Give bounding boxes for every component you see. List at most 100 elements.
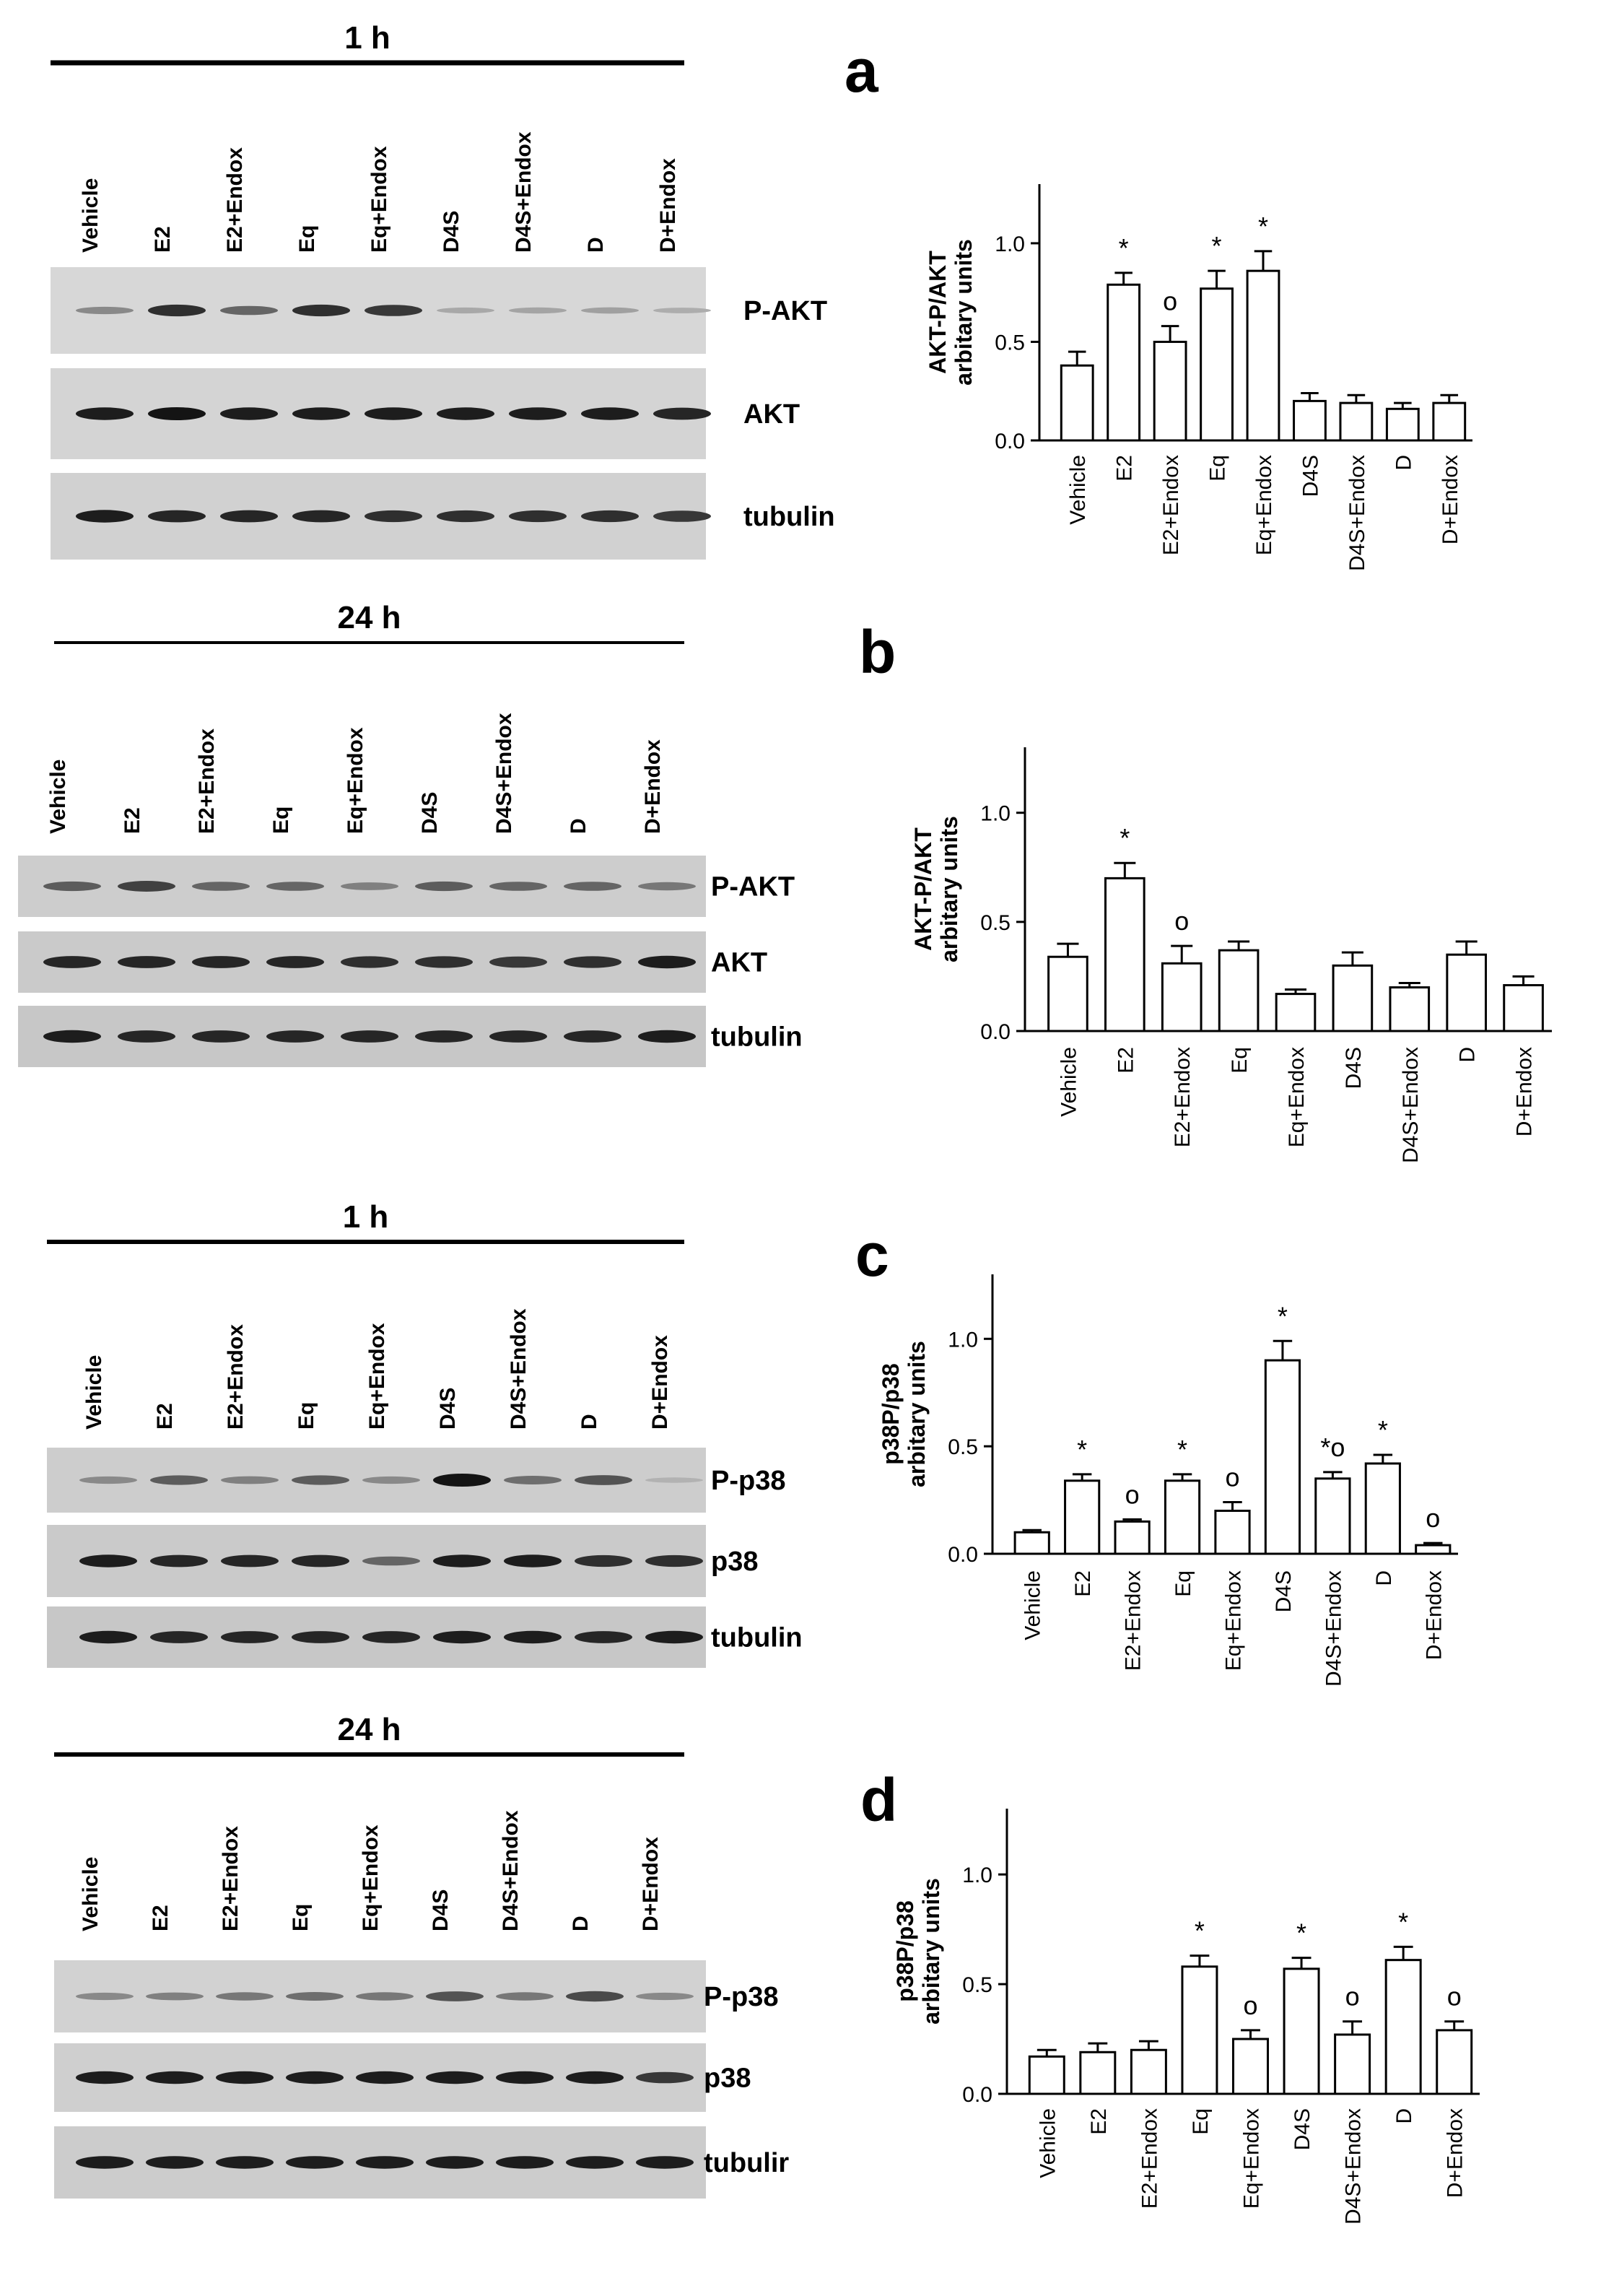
blot-band	[362, 1476, 420, 1484]
bar	[1384, 1959, 1422, 2095]
blot-band	[636, 2156, 694, 2169]
blot-band	[221, 1554, 279, 1567]
blot-band	[150, 1631, 208, 1643]
blot-band	[76, 2071, 134, 2084]
y-tick-label: 0.0	[962, 2083, 992, 2107]
bar	[1161, 962, 1203, 1032]
blot-band	[192, 882, 250, 891]
lane-label: Eq+Endox	[344, 727, 367, 834]
row-label: P-AKT	[711, 872, 795, 903]
blot-band	[433, 1554, 491, 1567]
bar	[1164, 1479, 1201, 1555]
blot-band	[566, 1991, 624, 2002]
category-label: Eq+Endox	[1240, 2108, 1264, 2209]
lane-label: Vehicle	[79, 178, 102, 253]
blot-band	[437, 307, 494, 314]
bar	[1047, 955, 1088, 1032]
blot-band	[564, 1030, 621, 1043]
bar	[1389, 986, 1431, 1032]
lane-label: Eq	[289, 1904, 313, 1931]
lane-label: D4S	[436, 1388, 460, 1430]
blot-band	[192, 1030, 250, 1043]
significance-mark: *	[1119, 233, 1129, 263]
blot-band	[292, 1554, 349, 1567]
blot-band	[509, 307, 567, 314]
blot-band	[365, 407, 422, 420]
blot-band	[365, 305, 422, 316]
lane-label: Vehicle	[46, 760, 70, 834]
lane-label: D+Endox	[648, 1335, 672, 1430]
lane-label: D4S+Endox	[507, 1308, 531, 1430]
y-tick-label: 0.0	[995, 430, 1025, 453]
category-label: E2+Endox	[1138, 2108, 1161, 2209]
blot-band	[221, 1631, 279, 1643]
row-label: tubulir	[704, 2148, 789, 2178]
bar	[1153, 340, 1187, 442]
panel-letter-b: b	[859, 618, 896, 686]
blot-band	[356, 2071, 414, 2084]
blot-band	[509, 510, 567, 523]
blot-band	[638, 955, 696, 969]
blot-band	[292, 407, 350, 420]
bar	[1013, 1531, 1050, 1555]
blot-band	[76, 306, 134, 315]
blot-band	[76, 407, 134, 420]
blot-band	[76, 1992, 134, 2001]
blot-band	[564, 882, 621, 891]
category-label: D4S+Endox	[1399, 1047, 1423, 1163]
bar-chart-c: 0.0 0.5 1.0 p38P/p38 arbitary units Vehicle * E…	[878, 1274, 1458, 1687]
y-axis-label: arbitary units	[918, 1878, 944, 2025]
category-label: E2+Endox	[1122, 1570, 1145, 1671]
blot-band	[150, 1475, 208, 1485]
category-label: Eq	[1228, 1047, 1252, 1074]
category-label: Vehicle	[1036, 2108, 1060, 2178]
panel-letter-c: c	[855, 1221, 889, 1289]
row-label: tubulin	[711, 1623, 803, 1653]
bar	[1181, 1965, 1218, 2095]
blot-band	[79, 1476, 137, 1484]
row-label: P-AKT	[743, 296, 827, 326]
category-label: E2	[1087, 2108, 1111, 2135]
blot-band	[575, 1475, 632, 1485]
bar	[1114, 1520, 1151, 1555]
bar	[1107, 283, 1141, 442]
bar	[1334, 2033, 1371, 2095]
lane-label: D4S+Endox	[499, 1810, 523, 1931]
bar	[1293, 399, 1327, 442]
bar-chart-b: 0.0 0.5 1.0 AKT-P/AKT arbitary units Vehicle *…	[910, 747, 1552, 1163]
category-label: Eq+Endox	[1252, 455, 1276, 555]
bar	[1200, 287, 1234, 442]
blot-band	[362, 1631, 420, 1643]
blot-band	[504, 1554, 562, 1567]
time-label: 1 h	[344, 20, 390, 56]
lane-label: E2	[151, 226, 175, 253]
blot-band	[426, 1991, 484, 2001]
bar	[1432, 401, 1467, 442]
significance-mark: *	[1195, 1916, 1205, 1946]
significance-mark: *	[1278, 1301, 1288, 1331]
blot-band	[365, 510, 422, 523]
blot-band	[220, 407, 278, 420]
significance-mark: *	[1120, 823, 1130, 853]
blot-band	[286, 2156, 344, 2169]
blot-band	[489, 956, 547, 968]
bar-chart-d: 0.0 0.5 1.0 p38P/p38 arbitary units Vehicle E2…	[892, 1809, 1480, 2225]
significance-mark: o	[1447, 1982, 1462, 2012]
row-label: p38	[704, 2064, 751, 2094]
bar	[1060, 364, 1094, 442]
lane-label: D4S	[440, 211, 463, 253]
row-label: p38	[711, 1547, 758, 1577]
category-label: D4S	[1272, 1570, 1296, 1612]
blot-band	[146, 1992, 204, 2001]
lane-label: D+Endox	[656, 158, 680, 253]
blot-band	[496, 2071, 554, 2084]
y-axis-label: arbitary units	[936, 816, 962, 962]
category-label: E2	[1071, 1570, 1095, 1597]
lane-label: E2	[153, 1403, 177, 1430]
category-label: Eq+Endox	[1285, 1047, 1309, 1147]
blot-band	[581, 510, 639, 523]
panel-letter-a: a	[845, 37, 878, 105]
bar	[1385, 407, 1420, 442]
category-label: D	[1392, 2108, 1416, 2124]
category-label: D+Endox	[1444, 2108, 1467, 2198]
